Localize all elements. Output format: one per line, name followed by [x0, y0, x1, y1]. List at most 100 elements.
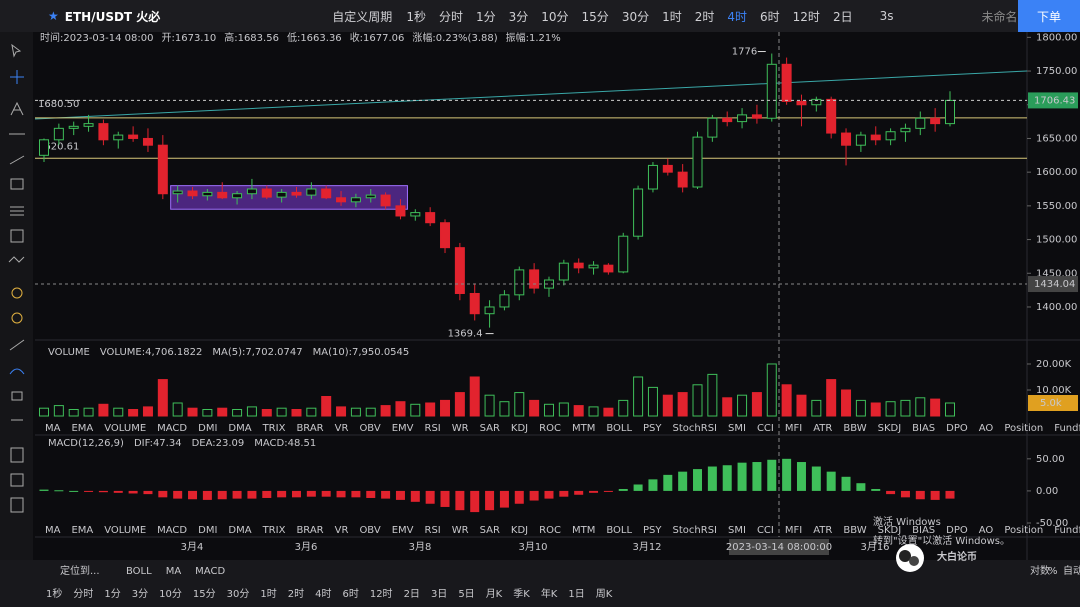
volume-bar: [365, 407, 376, 417]
volume-bar: [410, 403, 421, 417]
range-box: [170, 185, 408, 210]
volume-bar: [202, 408, 213, 417]
period[interactable]: 10分: [541, 9, 569, 24]
period[interactable]: 分时: [438, 9, 463, 24]
volume-tag: [1028, 394, 1078, 411]
volume-bar: [172, 402, 183, 417]
macd-bar: [128, 490, 138, 494]
macd-bar: [410, 490, 420, 502]
candle-body: [291, 191, 302, 196]
period[interactable]: 1时: [662, 9, 682, 24]
volume-bar: [722, 397, 733, 417]
indicator-tab: BIAS: [912, 525, 935, 536]
macd-bar: [900, 490, 910, 498]
refresh[interactable]: 3s: [879, 9, 894, 23]
indicator-tab: Position: [1004, 423, 1043, 434]
layout-name[interactable]: 未命名: [981, 9, 1018, 24]
candle-body: [380, 194, 391, 207]
macd-bar: [306, 490, 316, 497]
candle-body: [766, 63, 777, 119]
indicator-tab: MACD: [157, 423, 187, 434]
volume-bar: [68, 408, 79, 417]
period[interactable]: 4时: [727, 9, 748, 24]
macd-bar: [173, 490, 183, 499]
candle-body: [350, 197, 361, 203]
candle-body: [558, 262, 569, 281]
volume-bar: [707, 373, 718, 417]
bottom-period: 1秒: [46, 587, 62, 600]
x-tick-label: 3月12: [632, 541, 661, 553]
custom-period[interactable]: 自定义周期: [332, 9, 393, 24]
y-tick-label: -50.00: [1036, 518, 1068, 529]
volume-bar: [529, 399, 540, 417]
volume-bar: [98, 403, 109, 417]
period-list: 1秒 分时 1分 3分 10分 15分 30分 1时 2时 4时 6时 12时 2日: [406, 8, 865, 25]
volume-bar: [217, 407, 228, 417]
scale-option[interactable]: %: [1048, 566, 1058, 577]
candle-body: [425, 212, 436, 224]
indicator-tab: CCI: [757, 525, 774, 536]
pane-tab: MACD: [195, 566, 225, 577]
scale-option[interactable]: 对数: [1030, 564, 1050, 577]
price-tag: [1028, 276, 1078, 293]
macd-bar: [188, 490, 198, 500]
period[interactable]: 3分: [508, 9, 529, 24]
period[interactable]: 15分: [581, 9, 609, 24]
indicator-tab: PSY: [643, 525, 662, 536]
indicator-tab: PSY: [643, 423, 662, 434]
ohlc-info: 收:1677.06: [350, 31, 405, 44]
candle-body: [870, 134, 881, 141]
bottom-period: 12时: [370, 588, 393, 600]
volume-bar: [484, 394, 495, 417]
locate[interactable]: 定位到...: [60, 564, 100, 577]
macd-bar: [217, 490, 227, 500]
candle-body: [232, 193, 243, 199]
indicator-tab: EMV: [392, 423, 414, 434]
symbol[interactable]: ETH/USDT 火必: [64, 9, 161, 24]
macd-bar: [737, 462, 747, 491]
indicator-tab: WR: [452, 423, 469, 434]
top-toolbar: ★ ETH/USDT 火必 自定义周期 1秒 分时 1分 3分 10分 15分 30分 1时 2…: [0, 0, 1080, 32]
scale-option[interactable]: 自动: [1063, 564, 1080, 577]
macd-bar: [544, 490, 554, 499]
macd-header: DIF:47.34: [134, 438, 182, 449]
period[interactable]: 2日: [832, 9, 853, 24]
period[interactable]: 30分: [621, 9, 650, 24]
order-button[interactable]: 下单: [1018, 0, 1080, 32]
macd-header: MACD(12,26,9): [48, 438, 124, 449]
volume-bar: [83, 407, 94, 417]
period[interactable]: 1秒: [406, 9, 426, 24]
macd-bar: [291, 490, 301, 498]
indicator-tab: SAR: [480, 423, 500, 434]
macd-bar: [633, 484, 643, 491]
indicator-tab: MFI: [785, 525, 802, 536]
volume-bar: [633, 376, 644, 417]
candle-body: [499, 294, 510, 308]
period[interactable]: 1分: [475, 9, 496, 24]
candle-body: [365, 194, 376, 199]
period[interactable]: 12时: [792, 9, 820, 24]
y-tick-label: 10.00K: [1036, 385, 1072, 396]
period[interactable]: 2时: [694, 9, 715, 24]
y-tick-label: 0.00: [1036, 486, 1058, 497]
period[interactable]: 6时: [760, 9, 780, 24]
candle-body: [677, 171, 688, 188]
candle-body: [588, 264, 599, 269]
indicator-tab: RSI: [425, 423, 441, 434]
bottom-period: 月K: [486, 588, 503, 600]
candle-body: [261, 188, 272, 198]
candle-body: [930, 117, 941, 125]
volume-bar: [558, 402, 569, 417]
volume-bar: [39, 407, 49, 417]
volume-bar: [751, 392, 762, 417]
macd-bar: [485, 490, 495, 511]
bottom-period: 分时: [73, 588, 93, 600]
macd-bar: [663, 474, 673, 491]
indicator-tab: VR: [335, 525, 349, 536]
macd-bar: [425, 490, 435, 504]
indicator-tab: VR: [335, 423, 349, 434]
macd-bar: [796, 462, 806, 491]
star-icon[interactable]: ★: [48, 9, 59, 23]
candle-body: [707, 117, 718, 138]
macd-bar: [574, 490, 584, 495]
